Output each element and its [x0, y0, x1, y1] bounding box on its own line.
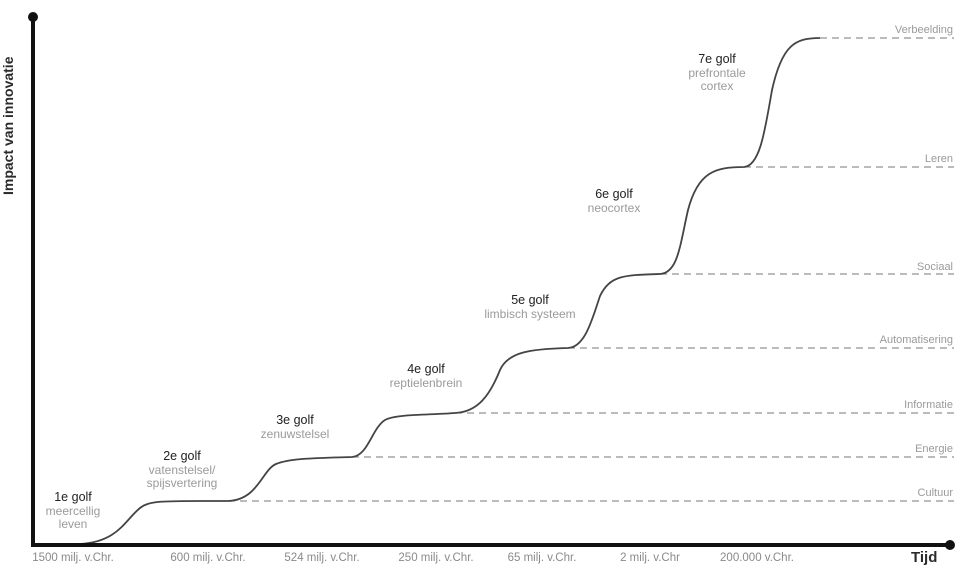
x-tick-label: 600 milj. v.Chr.: [170, 552, 246, 564]
wave-label-6: 6e golf neocortex: [588, 187, 641, 215]
wave-subtitle: reptielenbrein: [389, 376, 463, 390]
level-label-cultuur: Cultuur: [917, 487, 953, 499]
y-axis-end-dot: [28, 12, 38, 22]
wave-title: 3e golf: [276, 413, 314, 427]
wave-label-7: 7e golf prefrontale cortex: [688, 52, 745, 93]
wave-title: 2e golf: [163, 449, 201, 463]
y-axis-label: Impact van innovatie: [0, 56, 16, 195]
x-tick-label: 2 milj. v.Chr: [620, 552, 680, 564]
wave-label-2: 2e golf vatenstelsel/ spijsvertering: [147, 449, 218, 490]
x-tick-label: 200.000 v.Chr.: [720, 552, 794, 564]
wave-label-4: 4e golf reptielenbrein: [390, 362, 463, 390]
level-label-energie: Energie: [915, 443, 953, 455]
wave-subtitle: zenuwstelsel: [260, 427, 330, 441]
wave-title: 4e golf: [407, 362, 445, 376]
wave-subtitle: leven: [58, 517, 88, 531]
x-axis-label: Tijd: [911, 549, 938, 566]
wave-subtitle: neocortex: [587, 201, 641, 215]
innovation-curve: [79, 37, 821, 545]
wave-title: 5e golf: [511, 293, 549, 307]
wave-subtitle: vatenstelsel/: [148, 463, 216, 477]
wave-label-5: 5e golf limbisch systeem: [484, 293, 575, 321]
wave-subtitle: cortex: [700, 79, 734, 93]
wave-subtitle: meercellig: [45, 504, 101, 518]
x-axis-end-dot: [945, 540, 955, 550]
wave-title: 7e golf: [698, 52, 736, 66]
x-tick-label: 65 milj. v.Chr.: [507, 552, 577, 564]
x-tick-label: 1500 milj. v.Chr.: [32, 552, 114, 564]
wave-title: 6e golf: [595, 187, 633, 201]
wave-subtitle: limbisch systeem: [484, 307, 576, 321]
level-label-automatisering: Automatisering: [879, 334, 953, 346]
wave-subtitle: prefrontale: [688, 66, 746, 80]
level-label-sociaal: Sociaal: [916, 261, 953, 273]
wave-label-3: 3e golf zenuwstelsel: [261, 413, 330, 441]
wave-label-1: 1e golf meercellig leven: [46, 490, 101, 531]
x-tick-label: 524 milj. v.Chr.: [284, 552, 360, 564]
level-label-verbeelding: Verbeelding: [894, 24, 953, 36]
wave-title: 1e golf: [54, 490, 92, 504]
level-label-leren: Leren: [924, 153, 953, 165]
level-label-informatie: Informatie: [904, 399, 953, 411]
wave-subtitle: spijsvertering: [146, 476, 218, 490]
x-tick-label: 250 milj. v.Chr.: [398, 552, 474, 564]
